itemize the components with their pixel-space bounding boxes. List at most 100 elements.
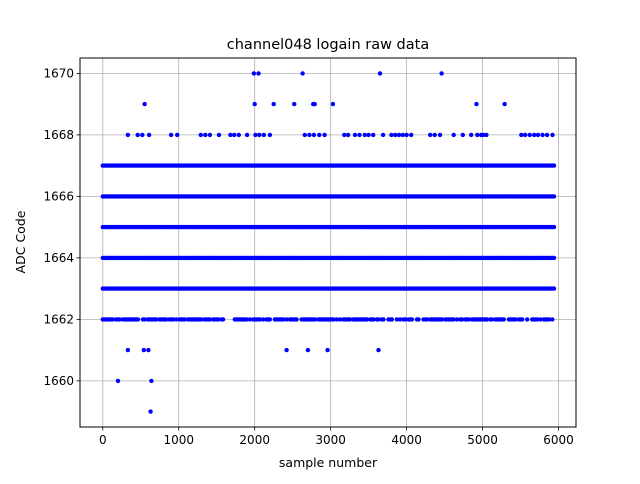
data-point (307, 132, 312, 138)
plot-frame (79, 57, 577, 428)
data-point (312, 317, 318, 322)
data-point (428, 132, 433, 138)
data-point (469, 132, 474, 138)
data-point (330, 101, 336, 107)
data-point (317, 132, 322, 138)
data-point (522, 132, 528, 138)
x-tick-label: 3000 (315, 433, 346, 447)
data-point (535, 132, 541, 138)
data-point (322, 132, 327, 138)
data-point (236, 132, 241, 138)
data-point (117, 317, 122, 322)
data-point (294, 317, 299, 322)
data-point (271, 101, 276, 107)
data-point (416, 317, 421, 322)
data-point (140, 132, 145, 138)
data-point (311, 132, 317, 138)
data-point (544, 132, 550, 138)
data-point (403, 317, 408, 322)
data-point (281, 317, 286, 322)
x-tick-label: 1000 (163, 433, 194, 447)
data-point (550, 317, 555, 322)
data-point (520, 317, 525, 322)
data-point (357, 132, 362, 138)
data-point (142, 101, 147, 107)
data-point (454, 317, 460, 322)
data-point (451, 317, 456, 322)
data-point (393, 132, 398, 138)
data-point (389, 132, 394, 138)
data-point (216, 132, 222, 138)
data-point (135, 132, 140, 138)
data-point (381, 317, 386, 322)
data-point (481, 132, 486, 138)
data-point (513, 317, 518, 322)
data-point (267, 317, 273, 322)
data-point (146, 132, 152, 138)
y-tick-label: 1664 (43, 251, 74, 265)
data-point (432, 132, 437, 138)
data-point (459, 317, 465, 322)
x-tick-label: 0 (99, 433, 107, 447)
y-axis-label: ADC Code (13, 210, 28, 273)
data-point (551, 224, 557, 230)
data-point (439, 71, 444, 76)
data-point (371, 317, 376, 322)
data-point (519, 132, 524, 138)
data-point (257, 132, 262, 138)
data-point (371, 132, 376, 138)
data-point (551, 163, 557, 168)
data-point (164, 317, 169, 322)
data-point (409, 317, 415, 322)
data-point (253, 132, 258, 138)
data-point (404, 132, 409, 138)
data-point (300, 71, 305, 76)
y-tick-label: 1662 (43, 313, 74, 327)
y-tick-label: 1668 (43, 128, 74, 142)
data-point (396, 132, 402, 138)
data-point (352, 132, 358, 138)
data-point (337, 317, 343, 322)
data-point (484, 317, 490, 322)
data-point (439, 317, 445, 322)
data-point (502, 101, 507, 107)
data-point (398, 317, 403, 322)
data-point (257, 317, 263, 322)
data-point (232, 132, 237, 138)
data-point (389, 317, 395, 322)
data-point (366, 132, 371, 138)
data-point (110, 317, 116, 322)
data-point (400, 132, 405, 138)
y-axis-ticks: 1660 1662 1664 1666 1668 1670 (43, 67, 80, 388)
chart-title: channel048 logain raw data (227, 37, 429, 53)
data-point (342, 132, 347, 138)
data-point (284, 347, 289, 353)
data-point (244, 317, 249, 322)
data-point (203, 132, 208, 138)
data-point (325, 347, 330, 353)
y-tick-label: 1666 (43, 190, 74, 204)
data-point (409, 132, 414, 138)
data-point (460, 132, 465, 138)
data-point (377, 71, 383, 76)
data-point (551, 194, 557, 199)
data-point (474, 101, 479, 107)
data-point (125, 132, 131, 138)
data-point (302, 132, 307, 138)
data-point (345, 132, 351, 138)
data-point (451, 132, 456, 138)
data-point (538, 317, 543, 322)
data-point (484, 132, 489, 138)
data-point (424, 317, 430, 322)
data-point (174, 317, 179, 322)
data-point (170, 317, 176, 322)
data-point (394, 317, 400, 322)
data-point (540, 132, 545, 138)
data-point (535, 317, 540, 322)
x-tick-label: 2000 (239, 433, 270, 447)
data-point (527, 132, 532, 138)
x-tick-label: 4000 (391, 433, 422, 447)
y-tick-label: 1660 (43, 374, 74, 388)
